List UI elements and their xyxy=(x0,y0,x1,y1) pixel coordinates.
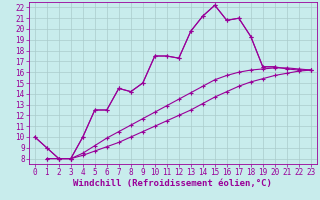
X-axis label: Windchill (Refroidissement éolien,°C): Windchill (Refroidissement éolien,°C) xyxy=(73,179,272,188)
